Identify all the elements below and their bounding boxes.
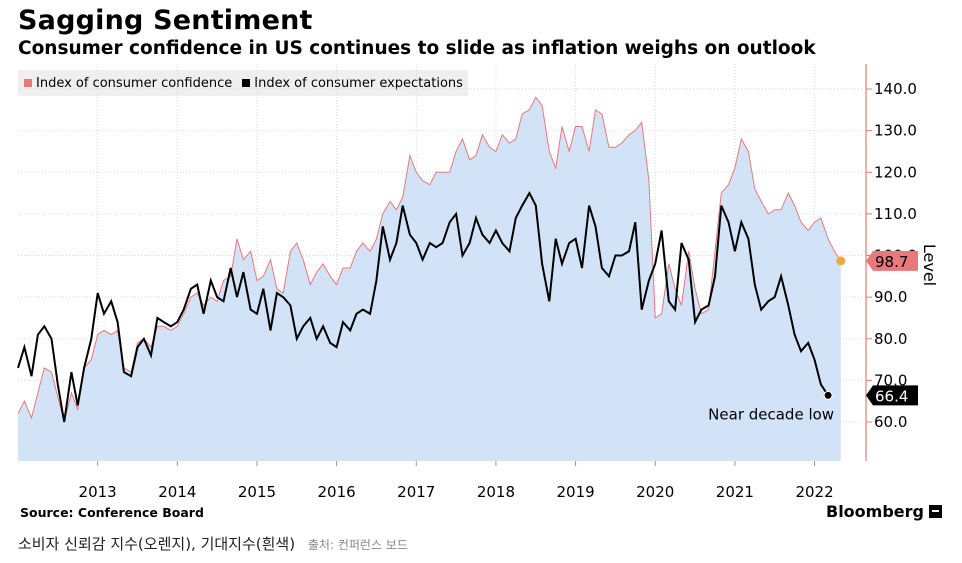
confidence-area bbox=[18, 97, 841, 462]
chart-legend: Index of consumer confidence Index of co… bbox=[18, 70, 468, 96]
confidence-end-marker bbox=[836, 256, 846, 266]
legend-swatch-confidence bbox=[24, 79, 32, 87]
y-axis-title: Level bbox=[920, 244, 939, 286]
y-tick-label-120: 120.0 bbox=[874, 163, 917, 181]
annotation-near-decade-low: Near decade low bbox=[708, 405, 834, 423]
y-tick-label-130: 130.0 bbox=[874, 122, 917, 140]
x-tick-label-2013: 2013 bbox=[79, 483, 117, 501]
y-tick-label-90: 90.0 bbox=[874, 288, 907, 306]
brand-name: Bloomberg bbox=[826, 502, 924, 521]
legend-label-expectations: Index of consumer expectations bbox=[254, 75, 463, 91]
legend-item-confidence: Index of consumer confidence bbox=[24, 76, 232, 91]
confidence-value-flag bbox=[866, 250, 918, 271]
x-tick-label-2016: 2016 bbox=[318, 483, 356, 501]
caption-text: 소비자 신뢰감 지수(오렌지), 기대지수(흰색) bbox=[18, 535, 296, 553]
y-tick-label-60: 60.0 bbox=[874, 413, 907, 431]
x-tick-label-2018: 2018 bbox=[477, 483, 515, 501]
legend-label-confidence: Index of consumer confidence bbox=[36, 75, 233, 91]
x-tick-label-2019: 2019 bbox=[556, 483, 594, 501]
y-tick-label-110: 110.0 bbox=[874, 205, 917, 223]
x-tick-label-2017: 2017 bbox=[397, 483, 435, 501]
expectations-line bbox=[17, 191, 829, 423]
caption-source: 출처: 컨퍼런스 보드 bbox=[307, 538, 408, 552]
expectations-value-flag bbox=[866, 385, 918, 406]
source-note: Source: Conference Board bbox=[20, 505, 204, 520]
x-tick-label-2021: 2021 bbox=[716, 483, 754, 501]
x-tick-label-2022: 2022 bbox=[795, 483, 833, 501]
x-tick-label-2015: 2015 bbox=[238, 483, 276, 501]
confidence-value-label: 98.7 bbox=[875, 253, 908, 271]
bloomberg-terminal-icon bbox=[928, 505, 942, 518]
chart-title: Sagging Sentiment bbox=[18, 5, 313, 36]
y-tick-label-80: 80.0 bbox=[874, 330, 907, 348]
expectations-end-marker bbox=[823, 390, 833, 400]
legend-item-expectations: Index of consumer expectations bbox=[242, 76, 463, 91]
legend-swatch-expectations bbox=[242, 79, 251, 87]
brand-logo: Bloomberg bbox=[826, 502, 942, 521]
x-tick-label-2014: 2014 bbox=[158, 483, 196, 501]
korean-caption: 소비자 신뢰감 지수(오렌지), 기대지수(흰색) 출처: 컨퍼런스 보드 bbox=[18, 533, 408, 554]
chart-subtitle: Consumer confidence in US continues to s… bbox=[18, 38, 816, 59]
y-tick-label-70: 70.0 bbox=[874, 371, 907, 389]
x-tick-label-2020: 2020 bbox=[636, 483, 674, 501]
expectations-value-label: 66.4 bbox=[875, 387, 908, 405]
y-tick-label-140: 140.0 bbox=[874, 80, 917, 98]
